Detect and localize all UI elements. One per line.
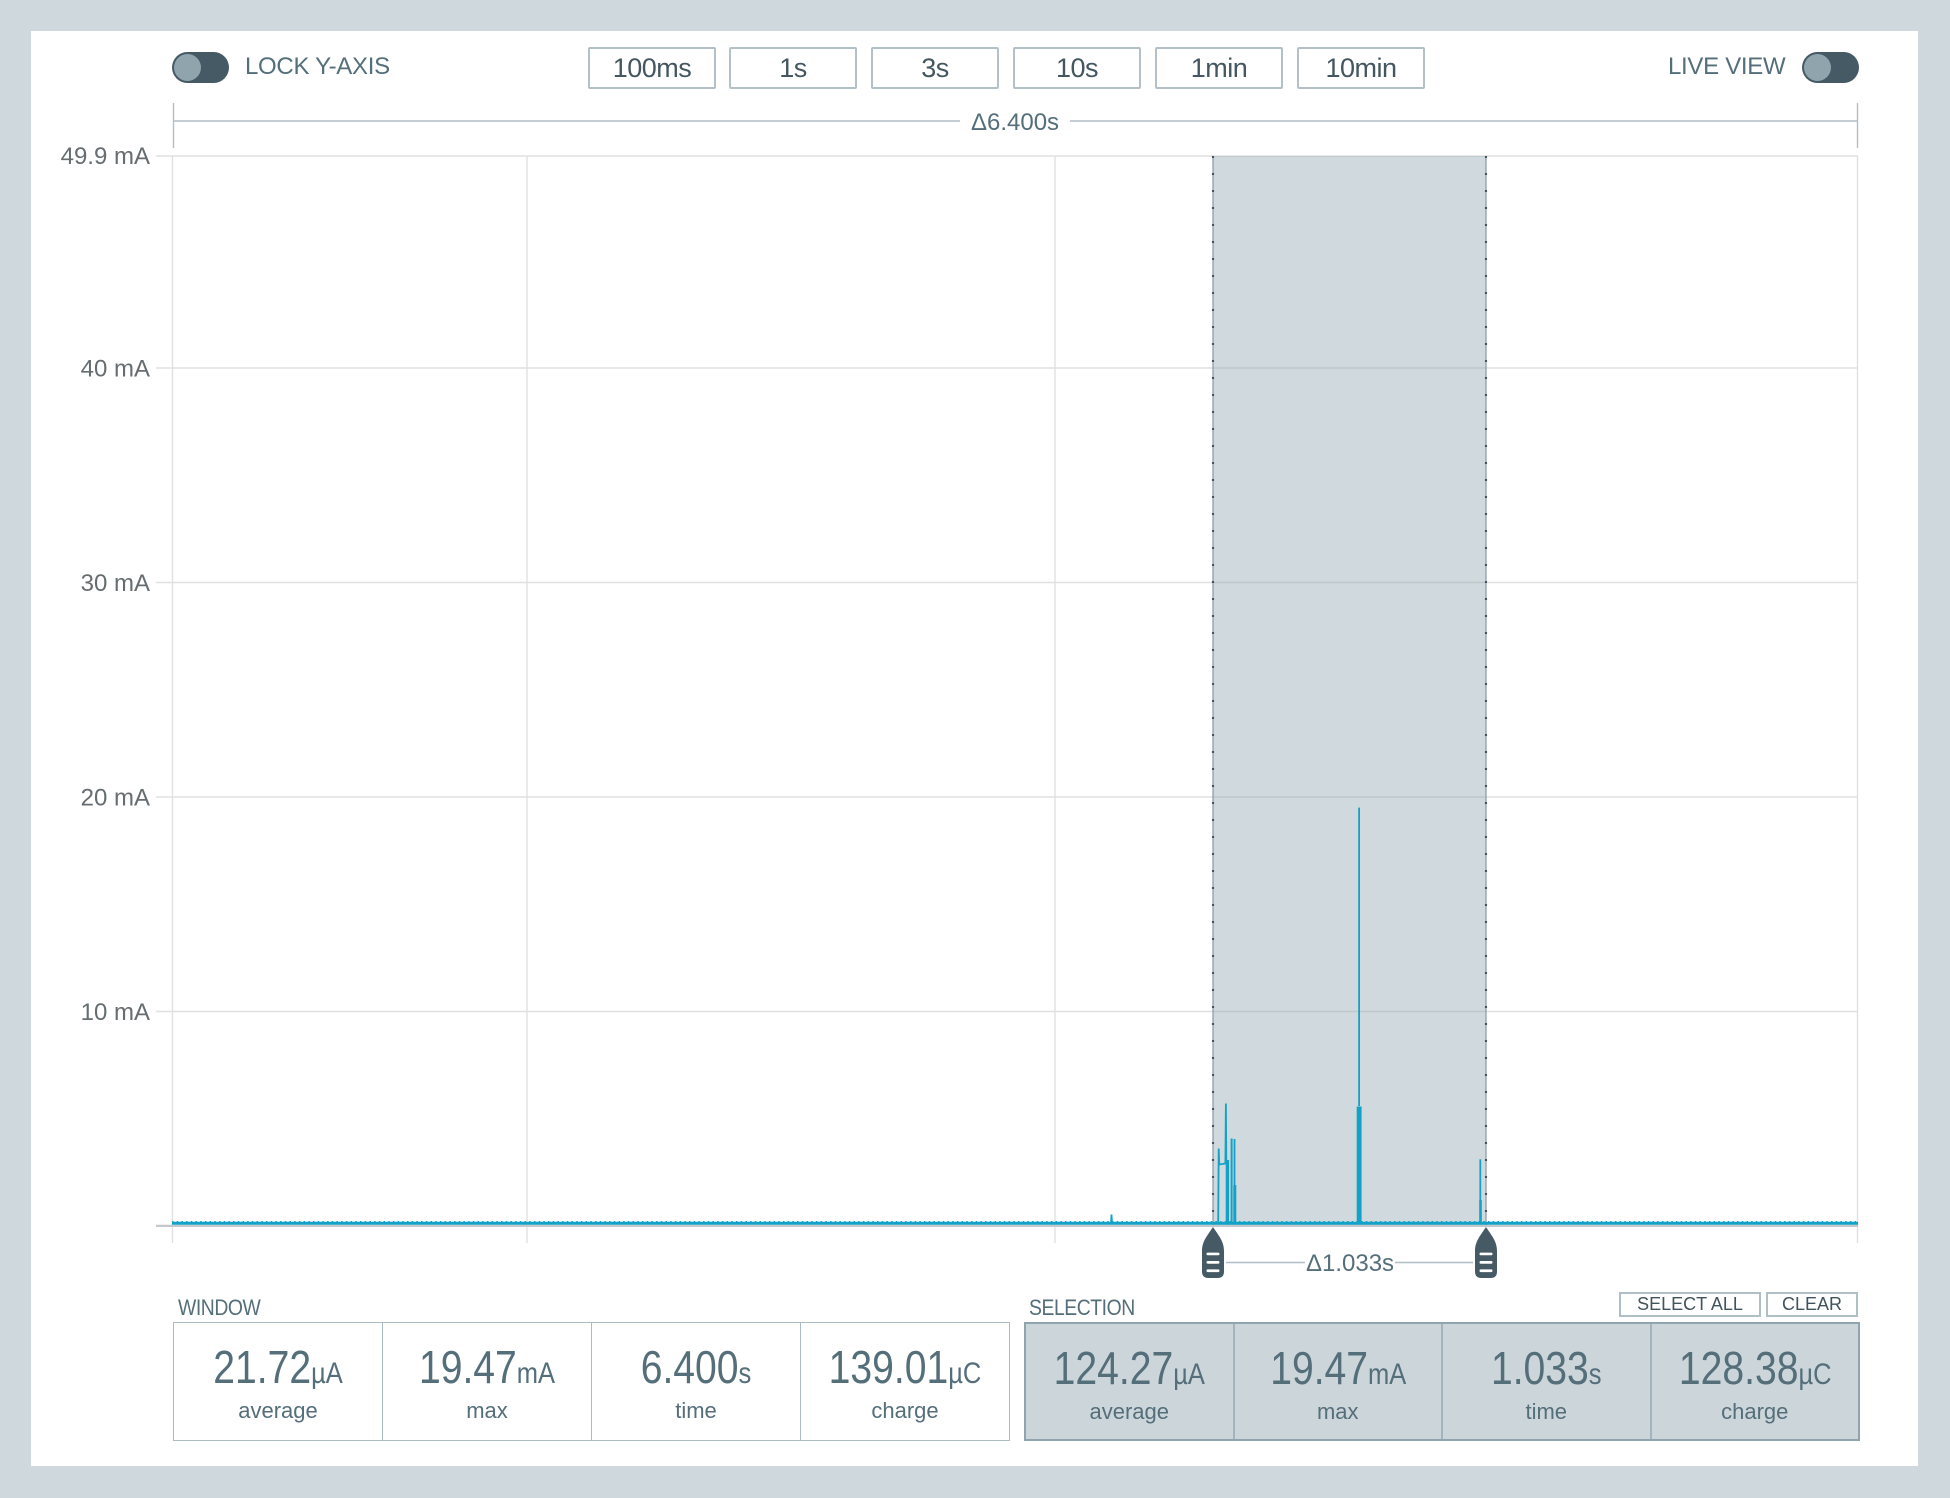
svg-text:40 mA: 40 mA [81, 356, 150, 383]
svg-text:10 mA: 10 mA [81, 999, 150, 1026]
svg-text:49.9 mA: 49.9 mA [61, 143, 150, 170]
svg-text:Δ6.400s: Δ6.400s [971, 109, 1059, 136]
svg-text:Δ1.033s: Δ1.033s [1306, 1250, 1394, 1277]
svg-text:20 mA: 20 mA [81, 785, 150, 812]
svg-text:30 mA: 30 mA [81, 570, 150, 597]
